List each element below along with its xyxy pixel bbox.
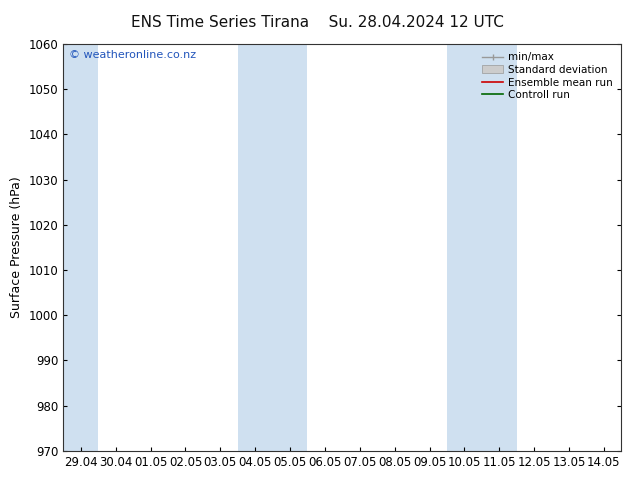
Y-axis label: Surface Pressure (hPa): Surface Pressure (hPa)	[10, 176, 23, 318]
Legend: min/max, Standard deviation, Ensemble mean run, Controll run: min/max, Standard deviation, Ensemble me…	[479, 49, 616, 103]
Bar	[482, 44, 517, 451]
Bar	[63, 44, 98, 451]
Text: © weatheronline.co.nz: © weatheronline.co.nz	[69, 50, 196, 60]
Bar	[273, 44, 307, 451]
Bar	[447, 44, 482, 451]
Bar	[238, 44, 273, 451]
Text: ENS Time Series Tirana    Su. 28.04.2024 12 UTC: ENS Time Series Tirana Su. 28.04.2024 12…	[131, 15, 503, 30]
